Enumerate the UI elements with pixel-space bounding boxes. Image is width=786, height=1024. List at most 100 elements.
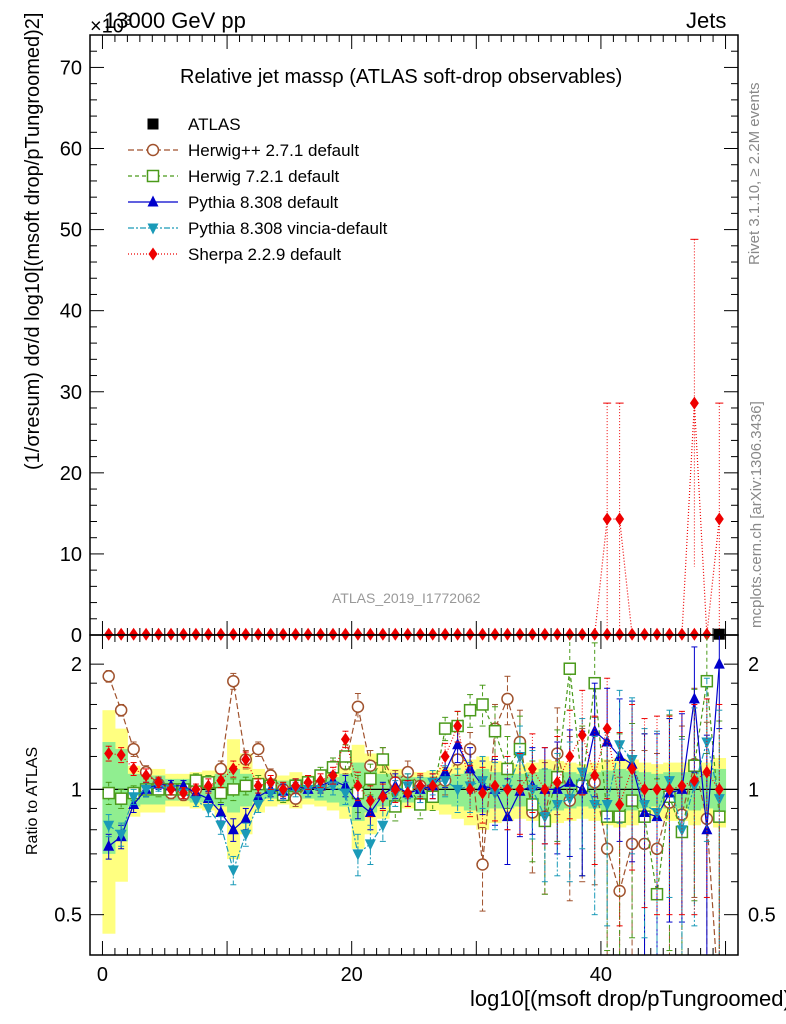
data-point (589, 799, 601, 811)
chart-title: Relative jet massρ (ATLAS soft-drop obse… (180, 66, 622, 89)
ratio-tick-label-right: 0.5 (748, 905, 776, 927)
legend-label: Herwig 7.2.1 default (188, 167, 339, 186)
x-tick-label: 40 (590, 964, 612, 986)
sherpa-peak-point (714, 512, 724, 526)
upper-series-sherpa-peaks (582, 238, 724, 636)
data-point (116, 748, 126, 762)
data-point (365, 794, 375, 808)
zero-row-marker (378, 627, 388, 641)
data-point (452, 784, 464, 796)
data-point (154, 775, 164, 789)
zero-row-marker (702, 627, 712, 641)
data-point (589, 724, 601, 736)
data-point (452, 738, 464, 750)
data-point (614, 740, 626, 752)
zero-row-marker (116, 627, 126, 641)
data-point (376, 753, 390, 766)
zero-row-marker (428, 627, 438, 641)
zero-row-marker (652, 627, 662, 641)
data-point (615, 797, 625, 811)
zero-row-marker (129, 627, 139, 641)
legend-marker (148, 247, 158, 261)
data-point (102, 670, 115, 683)
data-point (563, 662, 577, 675)
legend-label: ATLAS (188, 115, 241, 134)
data-point (214, 786, 228, 800)
data-point (676, 825, 688, 837)
series-herwigpp (102, 670, 723, 955)
zero-row-marker (216, 627, 226, 641)
series-sherpa (104, 677, 724, 955)
plot-frames: 0 20 40 0 10 20 30 40 50 60 70 0.5 0.5 1 1 2 2 (54, 34, 776, 986)
sherpa-peak-line (582, 403, 720, 636)
zero-row-marker (627, 627, 637, 641)
data-point (252, 790, 264, 802)
data-point (115, 829, 127, 841)
data-point (227, 783, 240, 796)
upper-plot-area (102, 238, 726, 641)
data-point (291, 779, 301, 793)
data-point (339, 750, 352, 763)
data-point (166, 782, 176, 796)
data-point (216, 774, 226, 788)
data-point (515, 782, 525, 796)
legend-marker (147, 223, 159, 235)
series-line (108, 741, 720, 873)
data-point (488, 724, 502, 738)
data-point (203, 779, 213, 793)
zero-row-marker (615, 627, 625, 641)
mcplots-label: mcplots.cern.ch [arXiv:1306.3436] (748, 401, 765, 628)
data-point (639, 806, 651, 818)
data-point (478, 786, 488, 800)
data-point (601, 799, 613, 811)
data-point (552, 775, 562, 789)
y-tick-label: 0 (71, 625, 82, 647)
process-label: Jets (686, 8, 727, 33)
zero-row-marker (664, 627, 674, 641)
zero-row-marker (291, 627, 301, 641)
data-point (202, 803, 214, 815)
data-point (713, 794, 725, 806)
zero-row-marker (353, 627, 363, 641)
zero-row-marker (602, 627, 612, 641)
data-point (351, 700, 365, 713)
zero-row-marker (166, 627, 176, 641)
y-tick-label: 30 (60, 382, 82, 404)
data-point (339, 788, 351, 800)
zero-row-marker (253, 627, 263, 641)
legend-label: Pythia 8.308 default (188, 193, 339, 212)
zero-row-marker (390, 627, 400, 641)
upper-zero-markers (104, 627, 725, 641)
data-point (527, 762, 537, 776)
data-point (626, 754, 638, 766)
data-point (465, 782, 475, 796)
data-point (701, 737, 713, 749)
x-axis-label: log10[(msoft drop/pTungroomed)2] (470, 986, 786, 1011)
zero-row-marker (577, 627, 587, 641)
zero-row-marker (590, 627, 600, 641)
data-point (190, 796, 202, 808)
zero-row-marker (515, 627, 525, 641)
zero-row-marker (565, 627, 575, 641)
sherpa-peak-point (615, 512, 625, 526)
series-line (108, 676, 717, 955)
data-point (577, 728, 587, 742)
y-tick-label: 70 (60, 57, 82, 79)
y-tick-label: 20 (60, 463, 82, 485)
data-point (403, 786, 413, 800)
data-point (415, 779, 425, 793)
data-point (714, 782, 724, 796)
data-point (639, 799, 651, 811)
analysis-id: ATLAS_2019_I1772062 (332, 590, 481, 606)
data-point (253, 779, 263, 793)
data-point (438, 722, 452, 735)
zero-row-marker (490, 627, 500, 641)
zero-row-marker (178, 627, 188, 641)
zero-row-marker (266, 627, 276, 641)
data-point (602, 722, 612, 736)
zero-row-marker (677, 627, 687, 641)
legend-item-sherpa: Sherpa 2.2.9 default (128, 245, 341, 264)
data-point (477, 776, 489, 788)
rivet-label: Rivet 3.1.10, ≥ 2.2M events (746, 82, 763, 266)
data-point (501, 810, 513, 822)
